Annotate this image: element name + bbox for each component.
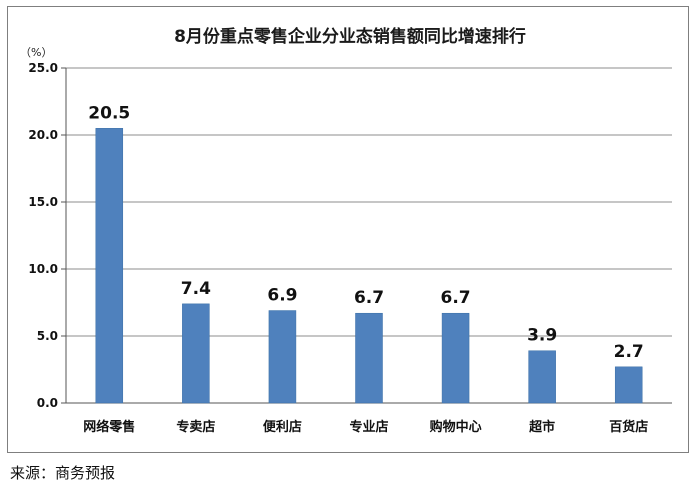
data-label: 3.9 (527, 326, 557, 346)
data-label: 2.7 (614, 342, 644, 362)
data-label: 6.7 (354, 288, 384, 308)
chart-title: 8月份重点零售企业分业态销售额同比增速排行 (174, 27, 526, 47)
x-category-label: 专卖店 (176, 419, 215, 435)
bar (355, 312, 383, 404)
y-tick-label: 25.0 (28, 61, 58, 75)
bar (95, 128, 124, 404)
data-label: 20.5 (88, 103, 130, 123)
bar (182, 303, 210, 404)
x-category-label: 便利店 (263, 419, 302, 435)
x-category-label: 百货店 (609, 419, 648, 435)
y-tick-label: 10.0 (28, 262, 58, 276)
bar (268, 310, 297, 404)
x-category-label: 专业店 (349, 419, 388, 435)
bar (614, 366, 643, 404)
bar-chart: 0.0 5.0 10.0 15.0 20.0 25.0 20.5 网络零售 7.4 专卖店 6.9 便… (28, 61, 672, 435)
x-category-label: 超市 (529, 419, 555, 435)
y-axis-unit: （%） (20, 46, 53, 59)
y-tick-label: 0.0 (37, 396, 58, 410)
bar (528, 350, 556, 404)
x-category-label: 网络零售 (83, 419, 135, 435)
y-tick-label: 5.0 (37, 329, 58, 343)
data-label: 6.7 (441, 288, 471, 308)
y-tick-label: 20.0 (28, 128, 58, 142)
bar (441, 312, 470, 404)
source-note: 来源：商务预报 (10, 464, 116, 482)
y-tick-label: 15.0 (28, 195, 58, 209)
x-category-label: 购物中心 (430, 419, 482, 435)
data-label: 7.4 (181, 279, 211, 299)
data-label: 6.9 (267, 286, 297, 306)
